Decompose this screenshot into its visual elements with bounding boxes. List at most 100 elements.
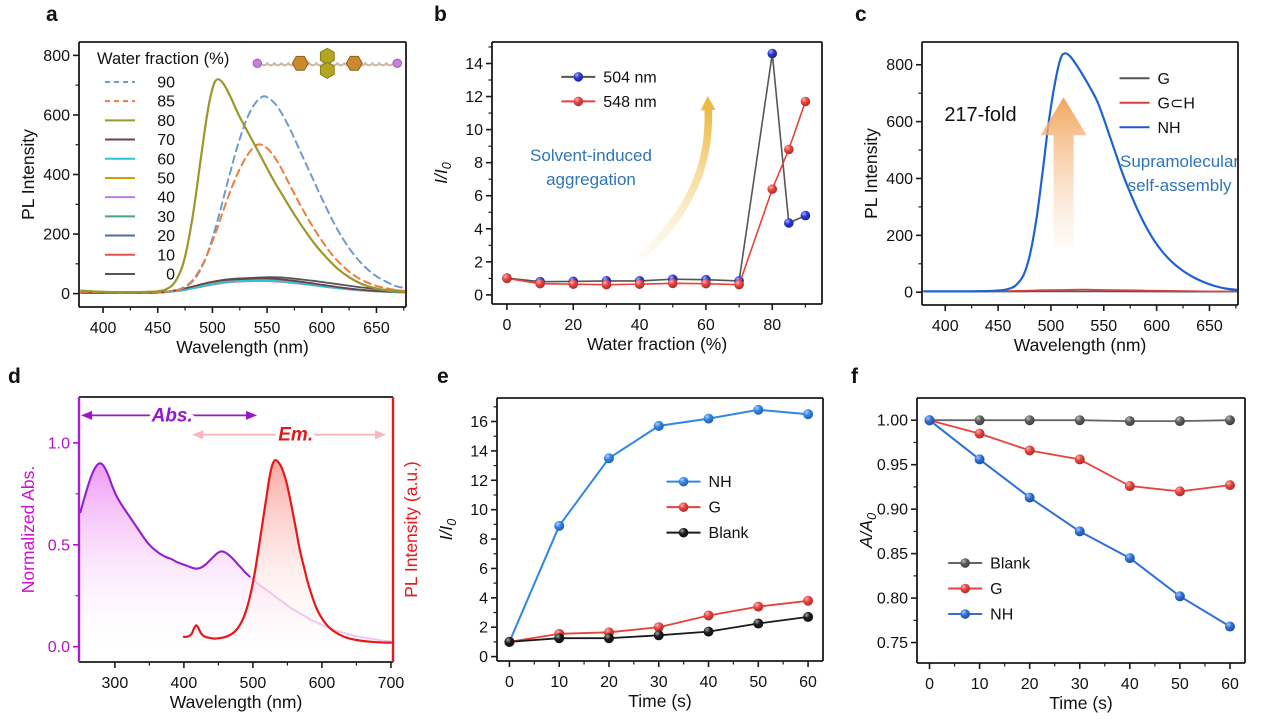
legend-item-label: 90 xyxy=(157,74,175,91)
svg-text:2: 2 xyxy=(479,620,488,637)
svg-text:16: 16 xyxy=(470,414,488,431)
panel-c-legend: G G⊂H NH xyxy=(1119,71,1195,137)
svg-text:0: 0 xyxy=(904,285,913,302)
end-group-right xyxy=(392,58,403,68)
svg-text:0.0: 0.0 xyxy=(48,639,70,656)
panel-letter-c: c xyxy=(855,3,867,26)
aggregation-note: Solvent-induced aggregation xyxy=(530,146,652,189)
legend-item-label: 70 xyxy=(157,132,175,149)
series-NH xyxy=(928,419,1231,628)
series-emission xyxy=(182,458,392,644)
svg-text:0: 0 xyxy=(925,676,934,693)
svg-text:0.80: 0.80 xyxy=(877,591,908,608)
panel-c-chart: 217-fold Supramolecular self-assembly 400 45… xyxy=(861,41,1239,355)
core-bottom xyxy=(319,61,335,79)
svg-text:400: 400 xyxy=(90,320,117,337)
panel-e-xlabel: Time (s) xyxy=(628,691,692,711)
series-85 xyxy=(80,143,406,294)
legend-item-label: NH xyxy=(709,474,732,491)
panel-b-xlabel: Water fraction (%) xyxy=(587,334,727,354)
panel-d-annotations: Abs. Em. xyxy=(81,401,387,450)
panel-c-ticks: 400 450 500 550 600 650 0 200 400 600 800 xyxy=(886,57,1237,335)
svg-text:800: 800 xyxy=(43,48,70,65)
legend-title: Water fraction (%) xyxy=(97,50,229,68)
series-504 nm xyxy=(506,52,807,283)
svg-text:650: 650 xyxy=(363,320,390,337)
series-G-markers xyxy=(924,415,1235,497)
panel-d-xlabel: Wavelength (nm) xyxy=(170,692,303,712)
svg-text:10: 10 xyxy=(971,676,989,693)
svg-text:30: 30 xyxy=(650,674,668,691)
svg-text:500: 500 xyxy=(199,320,226,337)
svg-text:650: 650 xyxy=(1196,318,1223,335)
legend-item-label: 85 xyxy=(157,94,175,111)
panel-a: 400 450 500 550 600 650 0 200 400 600 800 Wavelengt… xyxy=(0,0,430,360)
legend-item-label: G xyxy=(709,500,721,517)
svg-text:500: 500 xyxy=(240,675,267,692)
svg-text:1.00: 1.00 xyxy=(877,413,908,430)
svg-text:80: 80 xyxy=(763,317,781,334)
legend-item-label: 0 xyxy=(166,266,175,283)
svg-text:60: 60 xyxy=(1221,676,1239,693)
svg-text:4: 4 xyxy=(479,590,488,607)
svg-text:40: 40 xyxy=(700,674,718,691)
series-abs-tail xyxy=(248,575,392,643)
fold-label: 217-fold xyxy=(944,104,1016,126)
svg-text:400: 400 xyxy=(886,171,913,188)
svg-text:0: 0 xyxy=(502,317,511,334)
legend-item-label: 50 xyxy=(157,170,175,187)
svg-text:1.0: 1.0 xyxy=(48,435,70,452)
panel-f-ylabel: A/A0 xyxy=(860,513,879,549)
panel-a-annotations xyxy=(252,47,403,79)
legend-item-label: 30 xyxy=(157,209,175,226)
panel-e-ticks: 0 10 20 30 40 50 60 0 2 4 6 8 10 12 14 16 xyxy=(470,406,817,691)
svg-text:400: 400 xyxy=(171,675,198,692)
panel-b-series xyxy=(502,48,811,290)
series-NH-markers xyxy=(504,404,814,647)
svg-text:4: 4 xyxy=(474,221,483,238)
molecule-inset xyxy=(252,47,403,79)
legend-item-label: 10 xyxy=(157,247,175,264)
svg-text:6: 6 xyxy=(474,188,483,205)
panel-a-xlabel: Wavelength (nm) xyxy=(176,337,309,357)
svg-text:200: 200 xyxy=(886,228,913,245)
svg-text:8: 8 xyxy=(474,155,483,172)
svg-text:14: 14 xyxy=(465,56,483,73)
svg-text:30: 30 xyxy=(1071,676,1089,693)
svg-text:0.75: 0.75 xyxy=(877,635,908,652)
panel-d-ylabel: Normalized Abs. xyxy=(18,466,38,593)
legend-item-label: G⊂H xyxy=(1158,95,1195,112)
svg-text:0.85: 0.85 xyxy=(877,546,908,563)
panel-f: 0 10 20 30 40 50 60 0.75 0.80 0.85 0.90 0.95 1.00 Tim… xyxy=(860,360,1268,722)
svg-text:50: 50 xyxy=(1171,676,1189,693)
svg-text:0.5: 0.5 xyxy=(48,537,70,554)
svg-text:10: 10 xyxy=(465,122,483,139)
svg-text:20: 20 xyxy=(1021,676,1039,693)
panel-letter-a: a xyxy=(46,3,58,26)
svg-text:0.90: 0.90 xyxy=(877,502,908,519)
svg-text:60: 60 xyxy=(799,674,817,691)
svg-text:20: 20 xyxy=(564,317,582,334)
svg-text:0.95: 0.95 xyxy=(877,457,908,474)
panel-a-chart: 400 450 500 550 600 6500200400600800Wavelengt… xyxy=(18,41,407,357)
abs-range-arrow-label: Abs. xyxy=(151,405,193,426)
panel-d-chart: Abs. Em. 300 400 500 600 700 0.0 0.5 1.0 Wavelengt… xyxy=(18,396,421,712)
panel-e-chart: 0 10 20 30 40 50 60 0 2 4 6 8 10 12 14 16 Time (s) I/I0 NH… xyxy=(436,397,824,711)
ring-left xyxy=(291,55,309,71)
svg-text:12: 12 xyxy=(470,473,488,490)
panel-b-legend: 504 nm 548 nm xyxy=(561,69,657,111)
legend-item-label: NH xyxy=(990,607,1013,624)
panel-letter-e: e xyxy=(437,365,449,388)
svg-text:0: 0 xyxy=(61,286,70,303)
panel-e-legend: NH G Blank xyxy=(666,474,750,542)
series-70 xyxy=(80,277,406,294)
series-NH-markers xyxy=(924,415,1235,632)
panel-b-ylabel: I/I0 xyxy=(431,162,454,184)
panel-b-chart: Solvent-induced aggregation 0 20 40 60 80 0 2 4 6 8… xyxy=(431,41,823,354)
panel-c-annotations: 217-fold Supramolecular self-assembly xyxy=(944,97,1239,248)
panel-c-series xyxy=(923,52,1238,293)
svg-text:10: 10 xyxy=(470,502,488,519)
panel-a-ylabel: PL Intensity xyxy=(18,129,38,220)
panel-c-xlabel: Wavelength (nm) xyxy=(1014,335,1147,355)
